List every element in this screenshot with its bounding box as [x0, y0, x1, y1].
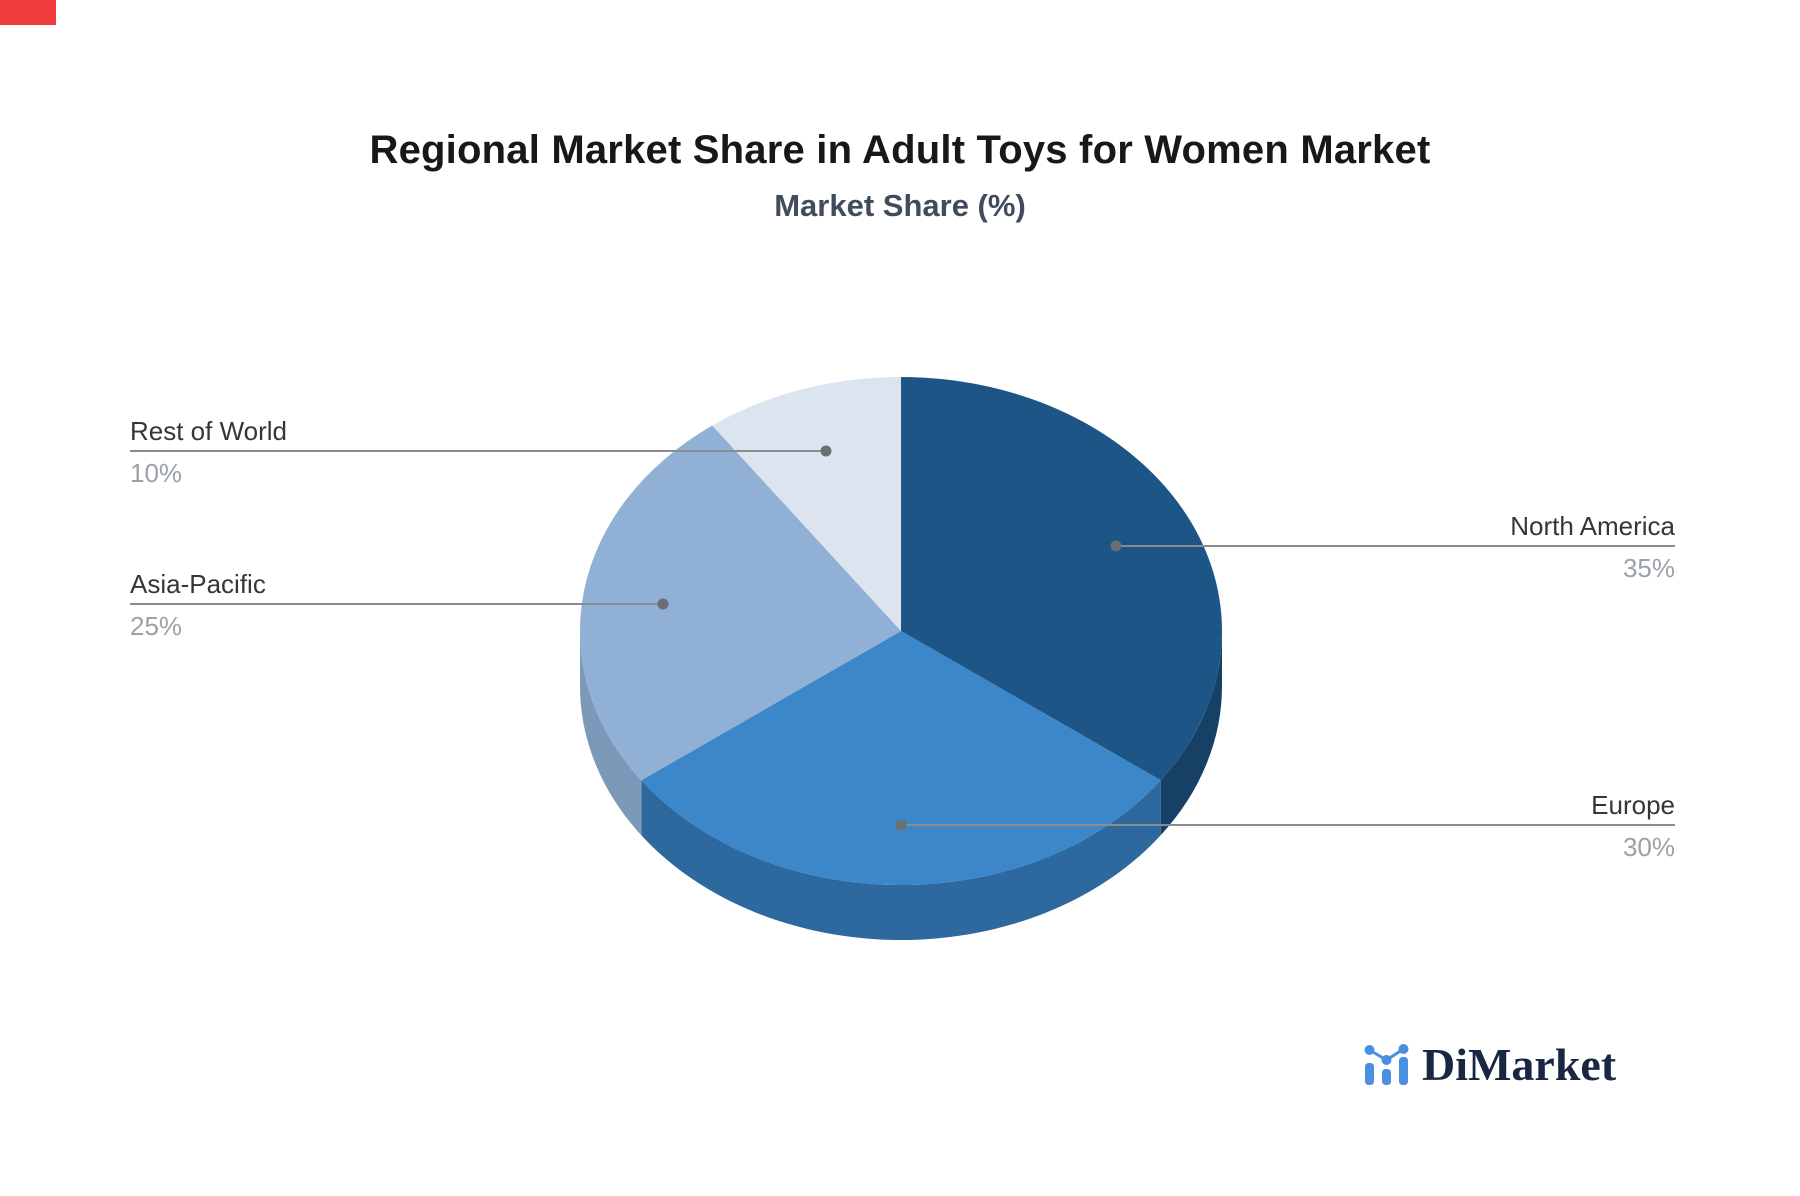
slice-label-name: Asia-Pacific — [130, 569, 266, 599]
brand-icon-bar — [1382, 1069, 1391, 1085]
pie-slice-north-america[interactable] — [901, 377, 1223, 781]
brand-icon-dot — [1398, 1044, 1409, 1054]
leader-dot — [895, 819, 907, 831]
slice-label-value: 25% — [130, 611, 183, 641]
slice-label-name: Europe — [1591, 790, 1675, 820]
bar-chart-trend-icon — [1364, 1044, 1409, 1085]
slice-label-value: 10% — [130, 458, 183, 488]
pie-slice-europe[interactable] — [641, 631, 1161, 886]
leader-dot — [657, 598, 669, 610]
corner-marker — [0, 0, 56, 25]
leader-dot — [820, 445, 832, 457]
slice-label-value: 35% — [1622, 553, 1675, 583]
pie-slice-side-asia-pacific[interactable] — [580, 631, 642, 836]
slice-label-value: 30% — [1622, 832, 1675, 862]
slice-label-name: Rest of World — [130, 416, 288, 446]
leader-dot — [1110, 540, 1122, 552]
pie-slice-asia-pacific[interactable] — [579, 425, 901, 781]
brand-logo: DiMarket — [1360, 1040, 1616, 1088]
pie-slice-side-europe[interactable] — [641, 780, 1161, 941]
brand-icon-dot — [1364, 1045, 1375, 1055]
brand-icon-bar — [1365, 1063, 1374, 1085]
brand-icon-bar — [1399, 1057, 1408, 1085]
pie-slice-side-north-america[interactable] — [1160, 631, 1222, 836]
slice-label-name: North America — [1510, 511, 1675, 541]
chart-title: Regional Market Share in Adult Toys for … — [369, 128, 1431, 172]
brand-icon-dot — [1381, 1055, 1392, 1065]
brand-name: DiMarket — [1422, 1039, 1617, 1090]
chart-subtitle: Market Share (%) — [774, 188, 1026, 223]
pie-slice-rest-of-world[interactable] — [712, 377, 901, 631]
